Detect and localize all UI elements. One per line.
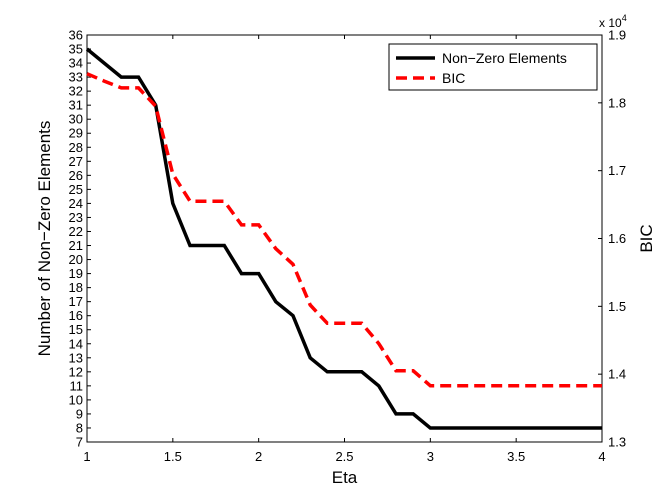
legend-label-non-zero-elements: Non−Zero Elements <box>442 50 567 66</box>
right-axis-multiplier: x 104 <box>599 13 627 30</box>
left-y-axis-title: Number of Non−Zero Elements <box>35 121 54 357</box>
legend-label-bic: BIC <box>442 70 465 86</box>
left-tick-label: 14 <box>69 336 83 351</box>
series-line-bic <box>86 72 602 388</box>
left-tick-label: 12 <box>69 364 83 379</box>
x-tick-label: 1 <box>83 449 90 464</box>
left-tick-label: 16 <box>69 308 83 323</box>
left-tick-label: 25 <box>69 182 83 197</box>
right-tick-label: 1.9 <box>608 28 626 43</box>
left-tick-label: 32 <box>69 84 83 99</box>
x-tick-label: 1.5 <box>164 449 182 464</box>
left-tick-label: 15 <box>69 322 83 337</box>
series-line-non-zero-elements <box>85 47 602 430</box>
left-tick-label: 22 <box>69 224 83 239</box>
x-axis: 1 1.5 2 2.5 3 3.5 4 <box>83 35 606 464</box>
multiplier-base: x 10 <box>599 16 622 30</box>
left-tick-label: 9 <box>76 406 83 421</box>
left-tick-label: 30 <box>69 112 83 127</box>
series-layer <box>85 47 602 430</box>
left-tick-label: 7 <box>76 435 83 450</box>
legend: Non−Zero Elements BIC <box>388 43 598 91</box>
left-tick-label: 34 <box>69 56 83 71</box>
left-tick-label: 20 <box>69 252 83 267</box>
left-tick-label: 24 <box>69 196 83 211</box>
left-tick-label: 27 <box>69 154 83 169</box>
left-tick-label: 36 <box>69 28 83 43</box>
left-tick-label: 21 <box>69 238 83 253</box>
multiplier-exponent: 4 <box>622 13 627 23</box>
left-tick-label: 13 <box>69 350 83 365</box>
right-tick-label: 1.3 <box>608 435 626 450</box>
x-tick-label: 3 <box>427 449 434 464</box>
right-tick-label: 1.6 <box>608 231 626 246</box>
left-tick-label: 10 <box>69 392 83 407</box>
right-y-axis: 1.3 1.4 1.5 1.6 1.7 1.8 1.9 <box>598 28 626 450</box>
right-tick-label: 1.4 <box>608 367 626 382</box>
right-tick-label: 1.7 <box>608 163 626 178</box>
left-tick-label: 35 <box>69 42 83 57</box>
left-tick-label: 28 <box>69 140 83 155</box>
left-tick-label: 26 <box>69 168 83 183</box>
left-tick-label: 18 <box>69 280 83 295</box>
x-axis-title: Eta <box>332 468 358 487</box>
left-tick-label: 31 <box>69 98 83 113</box>
left-tick-label: 29 <box>69 126 83 141</box>
left-y-axis: 7891011121314151617181920212223242526272… <box>69 28 91 450</box>
x-tick-label: 2.5 <box>335 449 353 464</box>
left-tick-label: 11 <box>70 378 84 393</box>
right-y-axis-title: BIC <box>637 224 656 252</box>
left-tick-label: 8 <box>76 420 83 435</box>
left-tick-label: 23 <box>69 210 83 225</box>
left-tick-label: 19 <box>69 266 83 281</box>
legend-box <box>388 43 598 91</box>
x-tick-label: 4 <box>598 449 605 464</box>
x-tick-label: 2 <box>255 449 262 464</box>
right-tick-label: 1.5 <box>608 299 626 314</box>
right-tick-label: 1.8 <box>608 95 626 110</box>
x-tick-label: 3.5 <box>507 449 525 464</box>
left-tick-label: 17 <box>69 294 83 309</box>
plot-area <box>86 34 603 443</box>
left-tick-label: 33 <box>69 70 83 85</box>
